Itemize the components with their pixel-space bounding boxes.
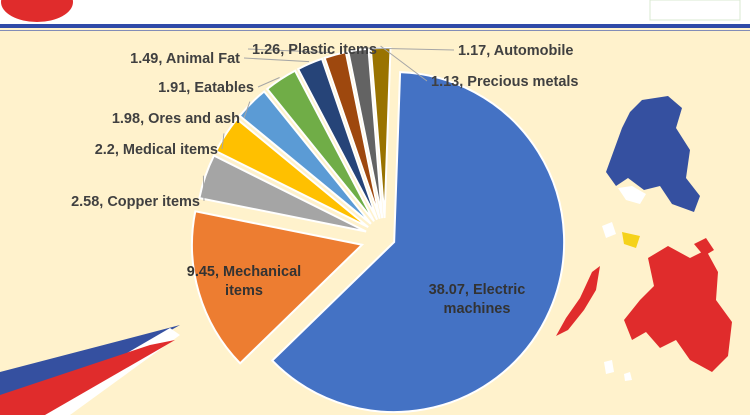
philippines-map-icon bbox=[556, 96, 732, 381]
pie-slice-8 bbox=[323, 50, 381, 220]
leader-line-10 bbox=[380, 45, 428, 82]
leader-line-4 bbox=[221, 133, 225, 150]
logo-icon bbox=[1, 0, 73, 22]
leader-line-3 bbox=[202, 175, 205, 202]
slice-label-4: 2.2, Medical items bbox=[95, 142, 218, 158]
leader-line-7 bbox=[243, 57, 310, 63]
slice-label-8: 1.26, Plastic items bbox=[252, 42, 377, 58]
slice-label-1: 38.07, Electric machines bbox=[429, 282, 526, 317]
header-bar bbox=[0, 0, 750, 24]
slice-label-7: 1.49, Animal Fat bbox=[130, 51, 240, 67]
slice-label-9: 1.17, Automobile bbox=[458, 43, 573, 59]
leader-line-6 bbox=[257, 77, 280, 88]
leader-line-9 bbox=[358, 47, 455, 51]
pie-slice-5 bbox=[238, 90, 372, 225]
pie-slice-9 bbox=[347, 47, 384, 219]
header-rule bbox=[0, 24, 750, 28]
slice-label-5: 1.98, Ores and ash bbox=[112, 111, 240, 127]
slice-label-10: 1.13, Precious metals bbox=[431, 74, 579, 90]
pie-slice-4 bbox=[214, 117, 369, 229]
badge-icon bbox=[649, 0, 741, 21]
slice-label-3: 2.58, Copper items bbox=[71, 194, 200, 210]
pie-slice-1 bbox=[270, 71, 566, 414]
pie-slice-6 bbox=[265, 69, 375, 222]
slice-label-6: 1.91, Eatables bbox=[158, 80, 254, 96]
pie-slice-3 bbox=[198, 154, 367, 233]
leader-line-8 bbox=[247, 48, 335, 54]
pie-slice-7 bbox=[296, 57, 379, 221]
pie-slice-2 bbox=[191, 210, 365, 365]
leader-line-5 bbox=[243, 101, 251, 119]
slice-label-2: 9.45, Mechanical items bbox=[187, 264, 301, 299]
flag-ribbon-red bbox=[0, 340, 175, 415]
header-rule-thin bbox=[0, 30, 750, 31]
